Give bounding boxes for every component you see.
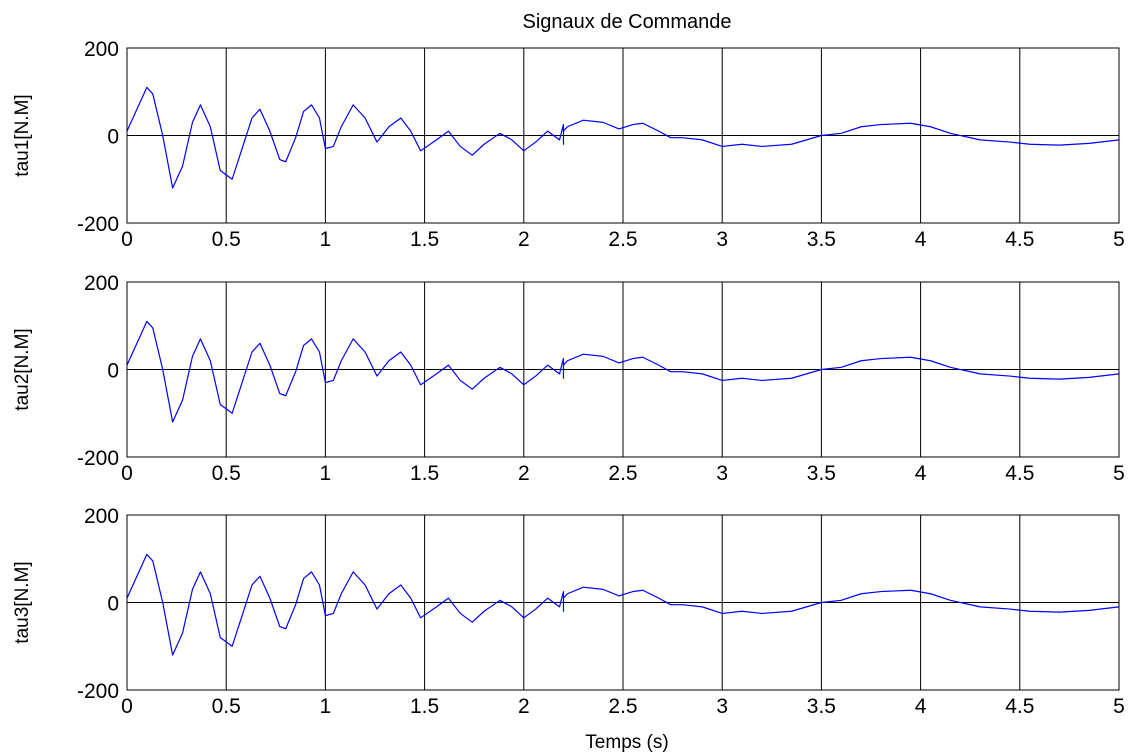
axes-frame [126,514,1120,691]
series-line-2 [126,320,1120,423]
y-tick-label: 0 [107,360,119,383]
x-tick-label: 4 [915,228,927,251]
x-tick-label: 3 [716,228,728,251]
x-tick-label: 0 [121,695,133,718]
x-tick-label: 3 [716,462,728,485]
x-tick-label: 4.5 [1005,695,1034,718]
x-tick-label: 5 [1113,462,1125,485]
x-tick-label: 1 [320,695,332,718]
x-tick-label: 1.5 [410,462,439,485]
x-tick-label: 1 [320,228,332,251]
x-tick-label: 2.5 [608,695,637,718]
x-tick-label: 2.5 [608,462,637,485]
y-tick-label: 200 [84,38,119,61]
x-tick-label: 1.5 [410,228,439,251]
x-tick-label: 1.5 [410,695,439,718]
x-tick-label: 4.5 [1005,228,1034,251]
y-axis-title: tau3[N.M] [12,561,33,643]
x-tick-label: 0.5 [212,228,241,251]
y-tick-label: 0 [107,126,119,149]
series-line-1 [126,86,1120,189]
y-tick-label: -200 [77,447,119,470]
axes-frame [126,47,1120,224]
x-tick-label: 1 [320,462,332,485]
y-tick-label: 200 [84,505,119,528]
chart-title: Signaux de Commande [522,11,731,33]
x-tick-label: 2.5 [608,228,637,251]
y-tick-label: -200 [77,680,119,703]
x-tick-label: 5 [1113,695,1125,718]
x-tick-label: 2 [518,228,530,251]
y-axis-title: tau2[N.M] [12,328,33,410]
y-tick-label: -200 [77,213,119,236]
y-tick-label: 0 [107,593,119,616]
x-tick-label: 0 [121,228,133,251]
x-tick-label: 0.5 [212,462,241,485]
x-tick-label: 4.5 [1005,462,1034,485]
x-axis-title: Temps (s) [585,732,668,753]
x-tick-label: 3.5 [807,462,836,485]
x-tick-label: 4 [915,695,927,718]
x-tick-label: 3.5 [807,228,836,251]
y-axis-title: tau1[N.M] [12,94,33,176]
x-tick-label: 5 [1113,228,1125,251]
y-tick-label: 200 [84,272,119,295]
series-line-3 [126,553,1120,656]
axes-frame [126,281,1120,458]
x-tick-label: 2 [518,695,530,718]
x-tick-label: 0.5 [212,695,241,718]
x-tick-label: 3.5 [807,695,836,718]
x-tick-label: 2 [518,462,530,485]
x-tick-label: 0 [121,462,133,485]
x-tick-label: 4 [915,462,927,485]
x-tick-label: 3 [716,695,728,718]
